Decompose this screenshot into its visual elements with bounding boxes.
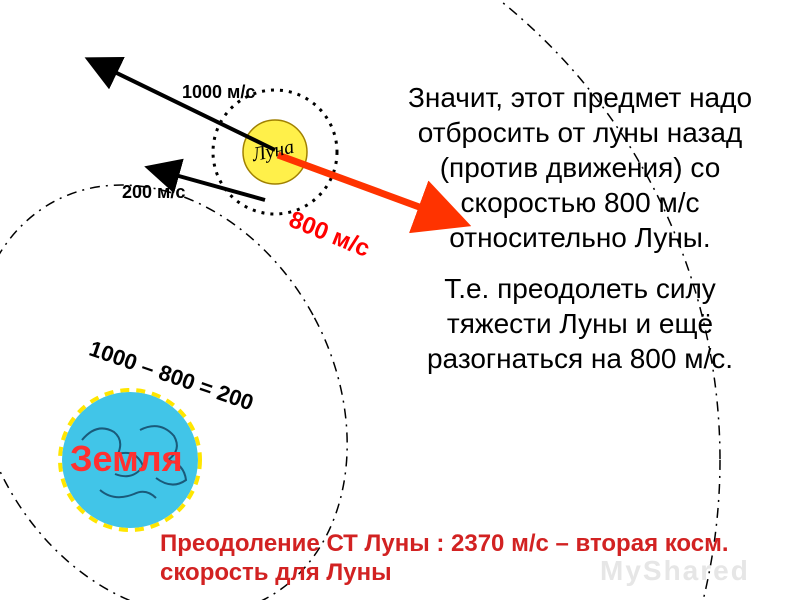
paragraph-1: Значит, этот предмет надо отбросить от л…	[390, 80, 770, 255]
label-200: 200 м/с	[122, 182, 185, 203]
stage: Земля Луна 1000 м/с 200 м/с 800 м/с 1000…	[0, 0, 800, 600]
paragraph-2: Т.е. преодолеть силу тяжести Луны и ещё …	[390, 271, 770, 376]
main-text: Значит, этот предмет надо отбросить от л…	[390, 80, 770, 392]
inner-orbit	[0, 119, 420, 600]
earth-label: Земля	[70, 438, 183, 480]
label-1000: 1000 м/с	[182, 82, 255, 103]
watermark: MyShared	[600, 555, 750, 587]
arrow-1000	[90, 60, 275, 150]
